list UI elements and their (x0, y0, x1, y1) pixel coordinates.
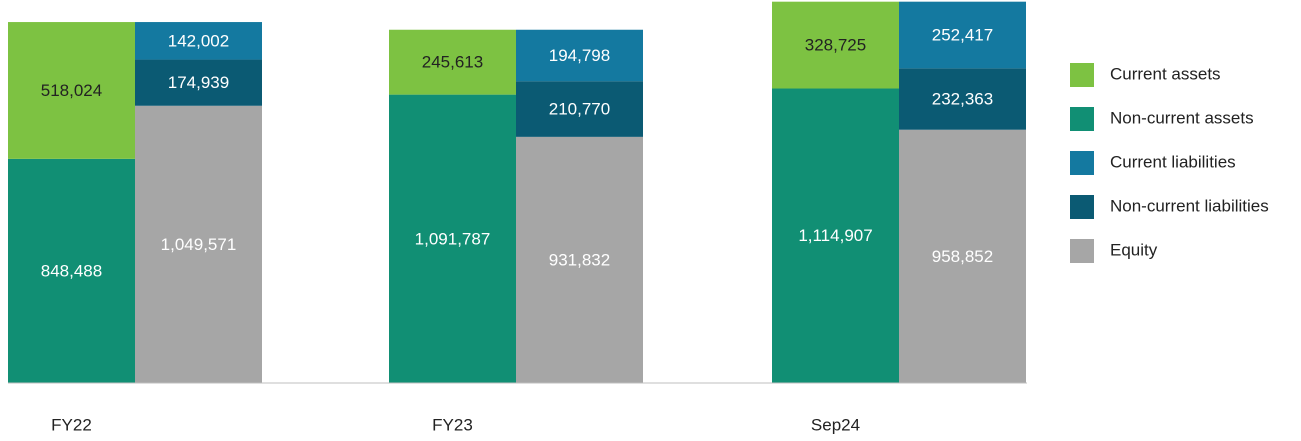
bar-segment (135, 22, 262, 60)
legend-swatch (1070, 107, 1094, 131)
data-label: 232,363 (932, 90, 993, 109)
x-tick-label: FY22 (51, 415, 92, 434)
bar-segment (899, 68, 1026, 130)
data-label: 328,725 (805, 36, 866, 55)
bar-segment (899, 1, 1026, 69)
data-label: 252,417 (932, 26, 993, 45)
data-label: 1,114,907 (798, 226, 872, 245)
legend-label: Non-current assets (1110, 108, 1254, 127)
bar-segment (389, 29, 516, 95)
legend-label: Current assets (1110, 64, 1221, 83)
data-label: 518,024 (41, 81, 102, 100)
bar-segment (8, 22, 135, 159)
data-label: 931,832 (549, 250, 610, 269)
bar-segment (899, 129, 1026, 383)
data-label: 142,002 (168, 31, 229, 50)
legend-label: Current liabilities (1110, 152, 1236, 171)
legend-swatch (1070, 63, 1094, 87)
data-label: 174,939 (168, 73, 229, 92)
bar-segment (516, 81, 643, 137)
bar-segment (135, 59, 262, 106)
bar-segment (772, 1, 899, 89)
legend-label: Non-current liabilities (1110, 196, 1269, 215)
legend-swatch (1070, 151, 1094, 175)
data-label: 210,770 (549, 100, 610, 119)
data-label: 958,852 (932, 247, 993, 266)
bar-segment (8, 158, 135, 383)
data-label: 194,798 (549, 46, 610, 65)
legend-label: Equity (1110, 240, 1158, 259)
bar-segment (772, 88, 899, 383)
data-label: 245,613 (422, 53, 483, 72)
bar-segment (516, 29, 643, 82)
x-tick-label: Sep24 (811, 415, 860, 434)
data-label: 848,488 (41, 261, 102, 280)
legend-swatch (1070, 239, 1094, 263)
data-label: 1,049,571 (161, 235, 237, 254)
bar-segment (389, 94, 516, 383)
data-label: 1,091,787 (415, 229, 491, 248)
bar-segment (516, 136, 643, 383)
bar-segment (135, 105, 262, 383)
legend-swatch (1070, 195, 1094, 219)
x-tick-label: FY23 (432, 415, 473, 434)
